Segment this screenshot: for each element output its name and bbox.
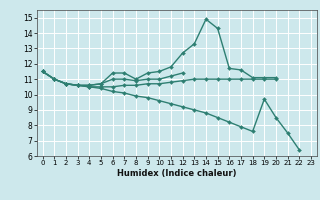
X-axis label: Humidex (Indice chaleur): Humidex (Indice chaleur) [117, 169, 236, 178]
